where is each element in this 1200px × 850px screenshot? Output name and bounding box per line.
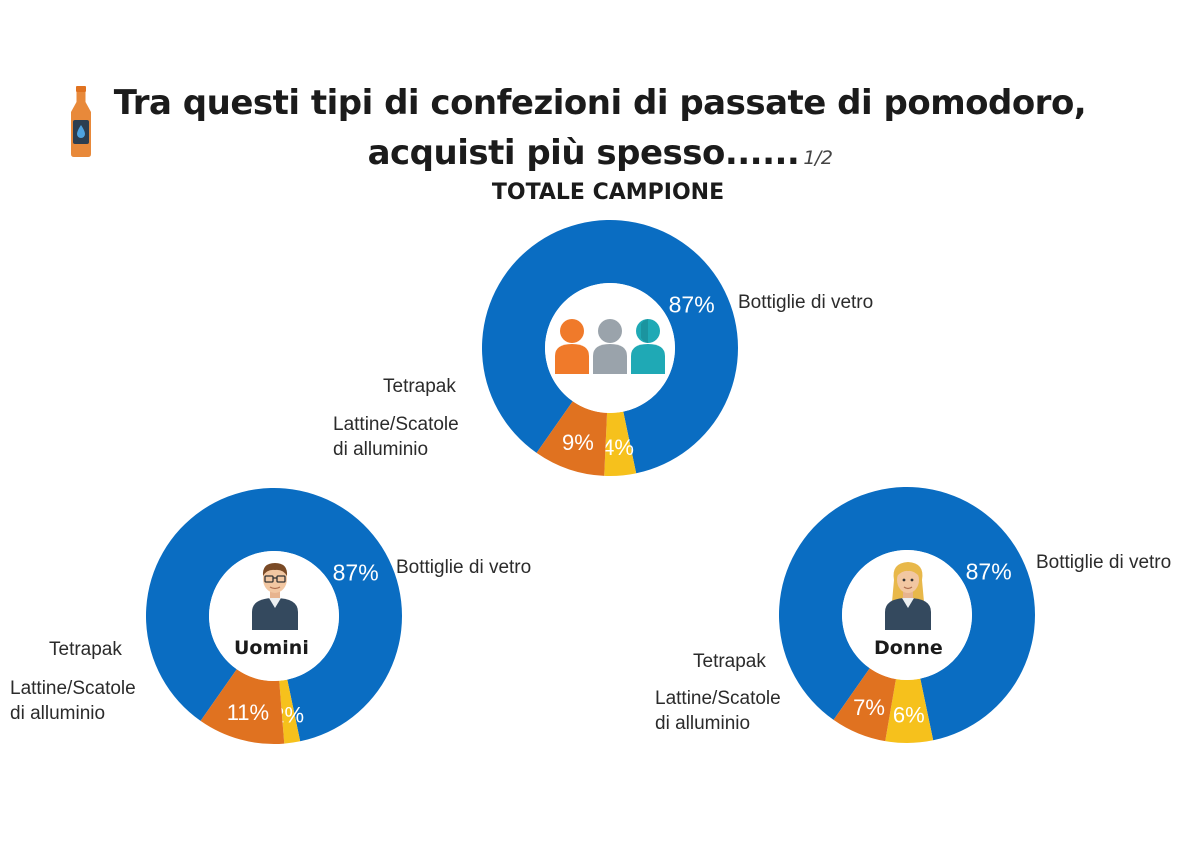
slice-tetrapak-donne xyxy=(885,678,934,743)
slice-bottiglie-uomini xyxy=(146,488,402,742)
label-lattine-line1: Lattine/Scatole xyxy=(10,678,136,699)
label-tetrapak-totale: Tetrapak xyxy=(383,376,456,397)
donut-svg-totale: 87% 4% 9% xyxy=(482,220,738,476)
slice-lattine-donne xyxy=(833,668,896,742)
label-lattine-line1: Lattine/Scatole xyxy=(655,688,781,709)
group-people-icon xyxy=(555,319,665,374)
title-line-2: acquisti più spesso...... 1/2 xyxy=(0,128,1200,183)
label-lattine-line2: di alluminio xyxy=(10,703,106,724)
pct-label-lattine-uomini: 11% xyxy=(227,700,269,725)
label-bottiglie-donne: Bottiglie di vetro xyxy=(1036,552,1172,573)
donut-svg-uomini: 87%2%11% xyxy=(146,488,402,744)
slice-tetrapak-uomini xyxy=(279,679,301,744)
label-bottiglie-uomini: Bottiglie di vetro xyxy=(396,557,532,578)
chart-title-totale: TOTALE CAMPIONE xyxy=(491,180,725,205)
donut-chart-totale: 87% 4% 9% xyxy=(482,220,738,476)
slice-bottiglie-totale xyxy=(482,220,738,474)
label-tetrapak-uomini: Tetrapak xyxy=(49,639,122,660)
group-label-uomini: Uomini xyxy=(234,637,309,659)
pct-label-tetrapak-totale: 4% xyxy=(602,435,634,460)
pct-label-bottiglie-donne: 87% xyxy=(966,559,1012,585)
pct-label-bottiglie-totale: 87% xyxy=(669,292,715,318)
pct-label-lattine-donne: 7% xyxy=(853,695,885,720)
donut-chart-uomini: 87% 2% 11% xyxy=(146,488,402,744)
slice-bottiglie-donne xyxy=(779,487,1035,741)
title-line-2-text: acquisti più spesso...... xyxy=(367,133,800,173)
bottle-icon xyxy=(71,86,91,157)
pct-label-bottiglie-uomini: 87% xyxy=(333,560,379,586)
slice-tetrapak-totale xyxy=(604,411,637,476)
pct-label-lattine-totale: 9% xyxy=(562,430,594,455)
page-title: Tra questi tipi di confezioni di passate… xyxy=(0,78,1200,183)
man-avatar-icon xyxy=(252,563,298,630)
woman-avatar-icon xyxy=(885,562,931,630)
label-bottiglie-totale: Bottiglie di vetro xyxy=(738,292,874,313)
group-label-donne: Donne xyxy=(874,637,943,659)
label-lattine-totale: Lattine/Scatole di alluminio xyxy=(333,412,459,462)
page-number: 1/2 xyxy=(803,147,833,169)
title-line-1: Tra questi tipi di confezioni di passate… xyxy=(113,83,1087,123)
slice-lattine-totale xyxy=(536,401,608,476)
label-tetrapak-donne: Tetrapak xyxy=(693,651,766,672)
label-lattine-line2: di alluminio xyxy=(655,713,751,734)
label-lattine-uomini: Lattine/Scatole di alluminio xyxy=(10,676,136,726)
pct-label-tetrapak-donne: 6% xyxy=(893,702,925,727)
label-lattine-line2: di alluminio xyxy=(333,439,429,460)
label-lattine-donne: Lattine/Scatole di alluminio xyxy=(655,686,781,736)
slice-lattine-uomini xyxy=(200,669,285,744)
label-lattine-line1: Lattine/Scatole xyxy=(333,414,459,435)
